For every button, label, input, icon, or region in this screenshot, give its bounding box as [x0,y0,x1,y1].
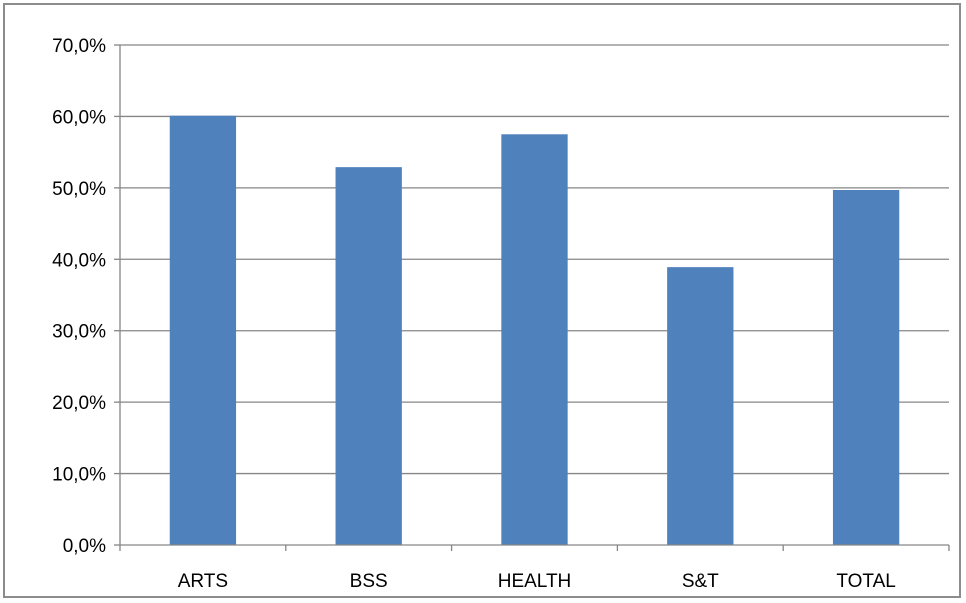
y-tick-label: 30,0% [52,322,106,343]
x-tick-label: BSS [350,571,388,592]
x-tick-label: TOTAL [836,571,895,592]
bar-arts [169,115,237,545]
y-tick-label: 20,0% [52,393,106,414]
x-tick-label: S&T [682,571,719,592]
chart-frame [3,3,961,598]
bar-s-t [667,267,734,545]
x-tick-label: ARTS [178,571,228,592]
axes [114,44,950,551]
bar-bss [335,167,402,545]
y-tick-label: 10,0% [52,465,106,486]
y-tick-label: 40,0% [52,250,106,271]
bars [169,115,900,546]
y-tick-label: 70,0% [52,36,106,57]
y-tick-label: 60,0% [52,107,106,128]
y-tick-label: 0,0% [63,536,106,557]
x-tick-label: HEALTH [498,571,572,592]
tick-labels: 0,0% 10,0% 20,0% 30,0% 40,0% 50,0% 60,0% 70,0% A… [52,36,896,592]
y-tick-label: 50,0% [52,179,106,200]
bar-total [832,190,900,545]
bar-health [501,134,568,546]
